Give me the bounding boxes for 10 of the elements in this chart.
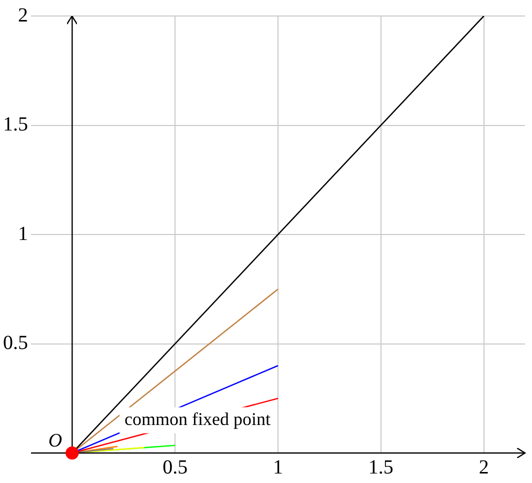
annotation: O xyxy=(48,430,62,452)
x-tick-label: 2 xyxy=(478,456,489,478)
x-tick-label: 0.5 xyxy=(162,456,188,478)
y-tick-label: 2 xyxy=(18,4,28,26)
y-tick-label: 1.5 xyxy=(3,114,28,136)
y-tick-label: 0.5 xyxy=(3,332,28,354)
y-tick-label: 1 xyxy=(18,222,28,245)
x-tick-label: 1 xyxy=(273,456,283,478)
x-tick-label: 1.5 xyxy=(368,456,394,478)
annotation: common fixed point xyxy=(124,408,270,429)
